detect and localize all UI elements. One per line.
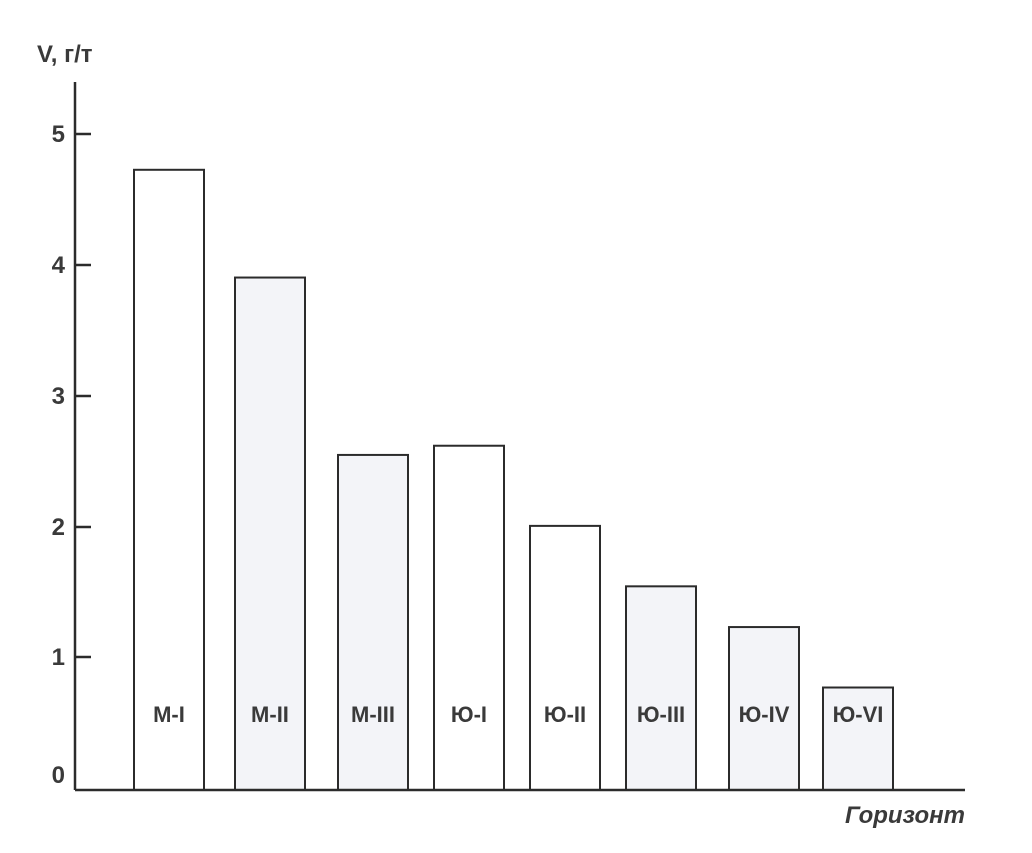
y-tick-label-5: 5: [52, 121, 65, 148]
bar-label-0: М-I: [153, 702, 185, 727]
bar-label-3: Ю-I: [451, 702, 487, 727]
bar-label-7: Ю-VI: [833, 702, 884, 727]
y-tick-label-1: 1: [52, 644, 65, 671]
bar-label-5: Ю-III: [637, 702, 685, 727]
y-ticks-group: 0 1 2 3 4 5: [52, 121, 91, 789]
bar-3: [433, 444, 505, 791]
bar-label-1: М-II: [251, 702, 289, 727]
bar-label-2: М-III: [351, 702, 395, 727]
bar-6: [728, 626, 800, 792]
y-tick-label-2: 2: [52, 514, 65, 541]
bar-label-6: Ю-IV: [739, 702, 790, 727]
bar-1: [234, 276, 306, 792]
bar-labels-group: М-I М-II М-III Ю-I Ю-II Ю-III Ю-IV Ю-VI: [153, 702, 883, 727]
bar-label-4: Ю-II: [544, 702, 586, 727]
bar-5: [625, 585, 697, 792]
bar-4: [529, 524, 601, 791]
y-tick-label-4: 4: [52, 252, 66, 279]
y-axis-label: V, г/т: [37, 41, 93, 68]
axes-group: [73, 82, 965, 792]
bar-2: [337, 453, 409, 791]
bars-group: [133, 168, 894, 792]
y-tick-label-0: 0: [52, 762, 65, 789]
y-tick-label-3: 3: [52, 383, 65, 410]
x-axis-label: Горизонт: [845, 802, 965, 829]
bar-0: [133, 168, 205, 792]
